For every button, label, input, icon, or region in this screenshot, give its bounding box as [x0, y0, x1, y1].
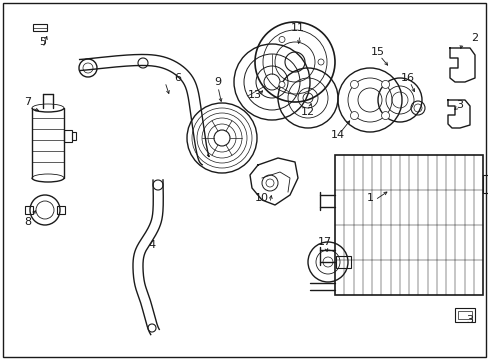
Text: 10: 10	[254, 193, 268, 203]
Text: 7: 7	[24, 97, 32, 107]
Text: 16: 16	[400, 73, 414, 83]
Circle shape	[317, 59, 324, 65]
Bar	[335, 256, 350, 268]
Bar	[454, 308, 474, 322]
Text: 13: 13	[247, 90, 262, 100]
Bar	[57, 206, 65, 214]
Circle shape	[279, 81, 285, 87]
Text: 3: 3	[456, 100, 463, 110]
Circle shape	[350, 80, 358, 89]
Bar	[482, 175, 487, 193]
Text: 3: 3	[466, 315, 472, 325]
Circle shape	[381, 80, 389, 89]
Text: 5: 5	[40, 37, 46, 47]
Bar	[33, 24, 47, 31]
Text: 2: 2	[470, 33, 478, 43]
Text: 17: 17	[317, 237, 331, 247]
Polygon shape	[80, 54, 209, 165]
Text: 11: 11	[290, 23, 305, 33]
Text: 15: 15	[370, 47, 384, 57]
Bar	[72, 132, 76, 140]
Bar	[64, 130, 72, 142]
Bar	[334, 155, 482, 295]
Bar	[457, 311, 471, 319]
Text: 6: 6	[174, 73, 181, 83]
Circle shape	[381, 112, 389, 120]
Text: 1: 1	[366, 193, 373, 203]
Circle shape	[350, 112, 358, 120]
Text: 8: 8	[24, 217, 32, 227]
Text: 14: 14	[330, 130, 345, 140]
Bar	[25, 206, 33, 214]
Circle shape	[279, 36, 285, 42]
Text: 4: 4	[148, 240, 155, 250]
Text: 9: 9	[214, 77, 221, 87]
Text: 12: 12	[300, 107, 314, 117]
Polygon shape	[133, 180, 163, 334]
